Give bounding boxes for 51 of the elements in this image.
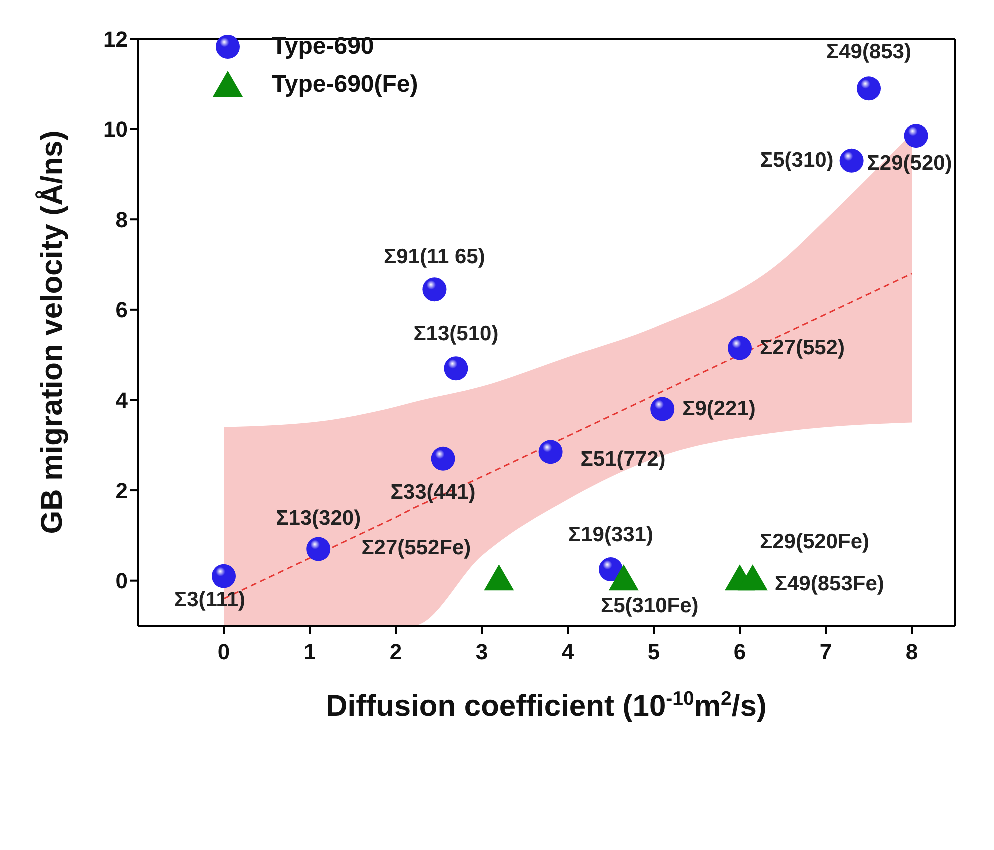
point [857,76,881,101]
legend-label: Type-690 [272,33,374,61]
point [840,148,864,173]
x-tick-label: 4 [562,640,575,665]
y-tick-label: 10 [104,117,128,142]
point [538,440,563,464]
point [728,336,752,360]
point [738,564,768,591]
x-axis-title: Diffusion coefficient (10$^{-10}$m$^{2}$/s) [326,688,767,723]
point [484,564,514,591]
point [422,278,447,302]
annotation: Σ49(853) [826,40,912,64]
y-tick-label: 2 [116,478,128,504]
y-tick-label: 0 [116,568,128,594]
annotation: Σ29(520) [867,152,952,176]
x-tick-label: 7 [820,640,832,665]
annotation: Σ91(11 65) [384,246,486,269]
annotation: Σ29(520Fe) [760,530,870,554]
annotation: Σ49(853Fe) [774,572,884,596]
annotation: Σ13(510) [414,322,499,346]
x-tick-label: 1 [304,640,316,665]
annotation: Σ27(552Fe) [362,536,472,560]
y-tick-label: 8 [116,207,128,232]
x-tick-label: 6 [734,640,746,665]
annotation: Σ13(320) [276,507,362,530]
annotation: Σ5(310) [760,148,834,172]
point [904,124,928,148]
y-tick-label: 6 [116,298,128,323]
point [431,446,456,471]
x-tick-label: 3 [476,640,488,665]
x-tick-label: 0 [218,640,230,665]
annotation: Σ3(111) [174,588,246,612]
y-tick-label: 4 [116,388,129,414]
point [608,564,639,591]
annotation: Σ9(221) [682,397,756,420]
x-tick-label: 5 [648,640,660,665]
point [212,564,236,588]
annotation: Σ19(331) [568,524,654,547]
annotation: Σ51(772) [580,448,666,472]
point [650,397,675,422]
x-tick-label: 2 [390,640,402,665]
point [444,356,468,381]
y-tick-label: 12 [104,26,128,52]
legend-label: Type-690(Fe) [272,71,418,99]
x-tick-label: 8 [906,640,918,665]
point [599,558,623,582]
annotation: Σ27(552) [760,336,845,360]
y-axis-title: GB migration velocity (Å/ns) [35,130,69,534]
annotation: Σ5(310Fe) [600,594,699,618]
annotation: Σ33(441) [390,480,476,504]
point [306,537,331,562]
